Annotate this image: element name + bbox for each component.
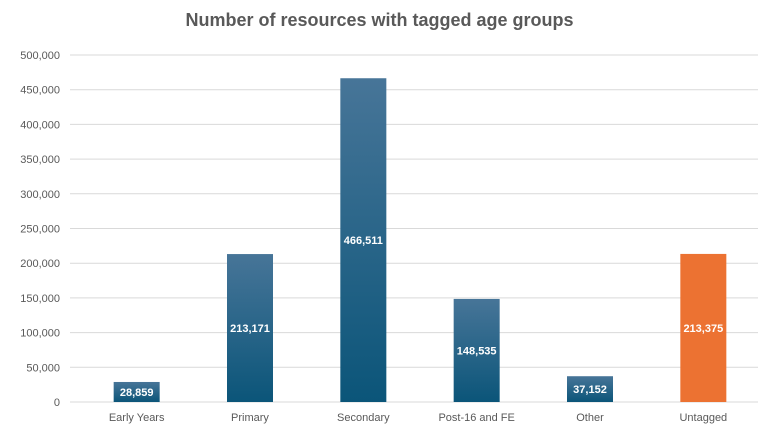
bar-secondary (340, 78, 387, 402)
y-tick-label: 300,000 (20, 189, 60, 201)
x-axis: Early Years Primary Secondary Post-16 and F… (109, 412, 727, 424)
y-tick-label: 400,000 (20, 119, 60, 131)
x-tick-label: Early Years (109, 412, 165, 424)
y-axis: 0 50,000 100,000 150,000 200,000 250,000 300,0… (20, 50, 60, 409)
x-tick-label: Primary (231, 412, 269, 424)
bars: 28,859 213,171 466,511 148,535 37,152 213,375 (113, 78, 727, 402)
y-tick-label: 450,000 (20, 85, 60, 97)
x-tick-label: Secondary (337, 412, 390, 424)
bar-other (567, 376, 613, 402)
data-label: 466,511 (344, 235, 383, 247)
bar-primary (227, 254, 273, 402)
y-tick-label: 200,000 (20, 258, 60, 270)
bar-post-16-and-fe (453, 298, 500, 402)
x-tick-label: Other (576, 412, 604, 424)
data-label: 28,859 (120, 387, 154, 399)
chart-title: Number of resources with tagged age grou… (185, 10, 574, 30)
bar-untagged (680, 253, 727, 402)
y-tick-label: 350,000 (20, 154, 60, 166)
data-label: 213,171 (230, 323, 270, 335)
y-tick-label: 100,000 (20, 328, 60, 340)
y-tick-label: 50,000 (26, 362, 60, 374)
data-label: 148,535 (457, 345, 497, 357)
data-label: 213,375 (683, 323, 723, 335)
gridlines (70, 54, 758, 403)
y-tick-label: 500,000 (20, 50, 60, 62)
x-tick-label: Post-16 and FE (438, 412, 514, 424)
x-tick-label: Untagged (679, 412, 727, 424)
y-tick-label: 150,000 (20, 293, 60, 305)
y-tick-label: 0 (54, 397, 60, 409)
bar-early-years (113, 381, 160, 402)
data-label: 37,152 (573, 384, 607, 396)
y-tick-label: 250,000 (20, 224, 60, 236)
